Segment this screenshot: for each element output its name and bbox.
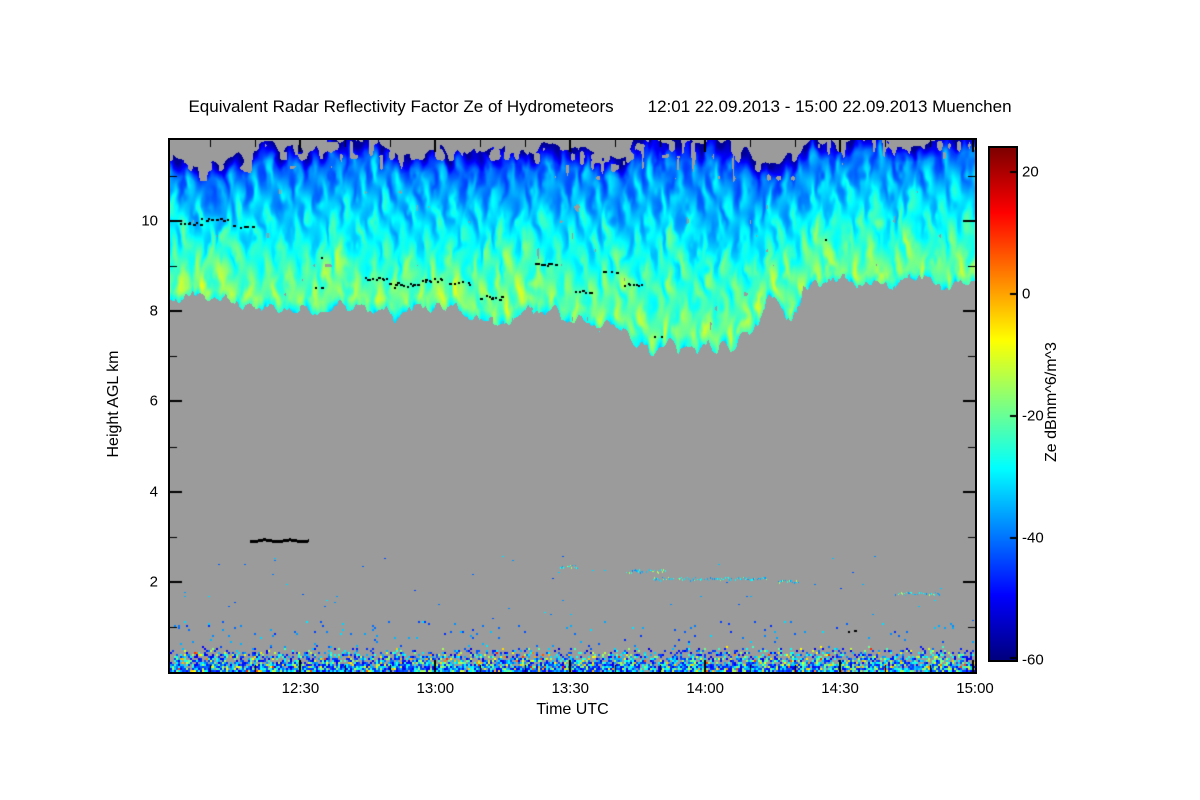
y-tick-label: 2 — [149, 573, 158, 591]
y-tick-label: 10 — [141, 212, 158, 230]
y-tick-label: 8 — [149, 302, 158, 320]
colorbar — [988, 146, 1018, 662]
colorbar-tick-label: 20 — [1022, 163, 1039, 181]
y-tick-label: 6 — [149, 392, 158, 410]
chart-title-daterange: 12:01 22.09.2013 - 15:00 22.09.2013 Muen… — [647, 97, 1012, 116]
colorbar-tick-label: 0 — [1022, 285, 1031, 303]
x-tick-label: 14:00 — [686, 680, 724, 697]
heatmap-canvas — [170, 140, 975, 672]
chart-title-main: Equivalent Radar Reflectivity Factor Ze … — [188, 97, 614, 116]
x-tick-label: 15:00 — [956, 680, 994, 697]
x-tick-label: 13:00 — [416, 680, 455, 697]
x-tick-label: 12:30 — [281, 680, 320, 697]
x-tick-label: 14:30 — [821, 680, 859, 697]
colorbar-tick-label: -60 — [1022, 651, 1044, 669]
x-tick-label: 13:30 — [551, 680, 590, 697]
colorbar-canvas — [990, 148, 1016, 660]
x-axis-label: Time UTC — [536, 701, 609, 718]
colorbar-tick-label: -40 — [1022, 529, 1044, 547]
plot-area — [168, 138, 977, 674]
colorbar-tick-label: -20 — [1022, 407, 1044, 425]
chart-title: Equivalent Radar Reflectivity Factor Ze … — [0, 97, 1200, 117]
y-tick-label: 4 — [149, 483, 158, 501]
colorbar-label: Ze dBmm^6/m^3 — [1043, 342, 1060, 462]
